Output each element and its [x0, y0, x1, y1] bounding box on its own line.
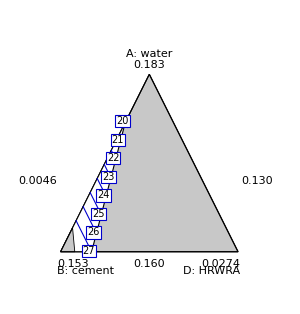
Text: B: cement: B: cement: [57, 266, 114, 276]
Text: 0.0046: 0.0046: [18, 176, 57, 186]
Text: 0.130: 0.130: [242, 176, 273, 186]
Text: 0.160: 0.160: [134, 259, 165, 269]
Polygon shape: [61, 228, 75, 252]
Text: 27: 27: [83, 246, 95, 256]
Text: 23: 23: [102, 172, 114, 182]
Text: 26: 26: [88, 227, 100, 237]
Text: 0.183: 0.183: [134, 60, 165, 70]
Text: 0.0274: 0.0274: [201, 259, 240, 269]
Text: D: HRWRA: D: HRWRA: [183, 266, 240, 276]
Text: 21: 21: [112, 135, 124, 145]
Text: A: water: A: water: [126, 49, 172, 59]
Text: 22: 22: [107, 153, 119, 163]
Polygon shape: [61, 74, 238, 252]
Text: 24: 24: [97, 190, 110, 200]
Polygon shape: [61, 74, 149, 252]
Text: 25: 25: [92, 209, 105, 219]
Text: 0.153: 0.153: [57, 259, 88, 269]
Text: 20: 20: [116, 116, 129, 126]
